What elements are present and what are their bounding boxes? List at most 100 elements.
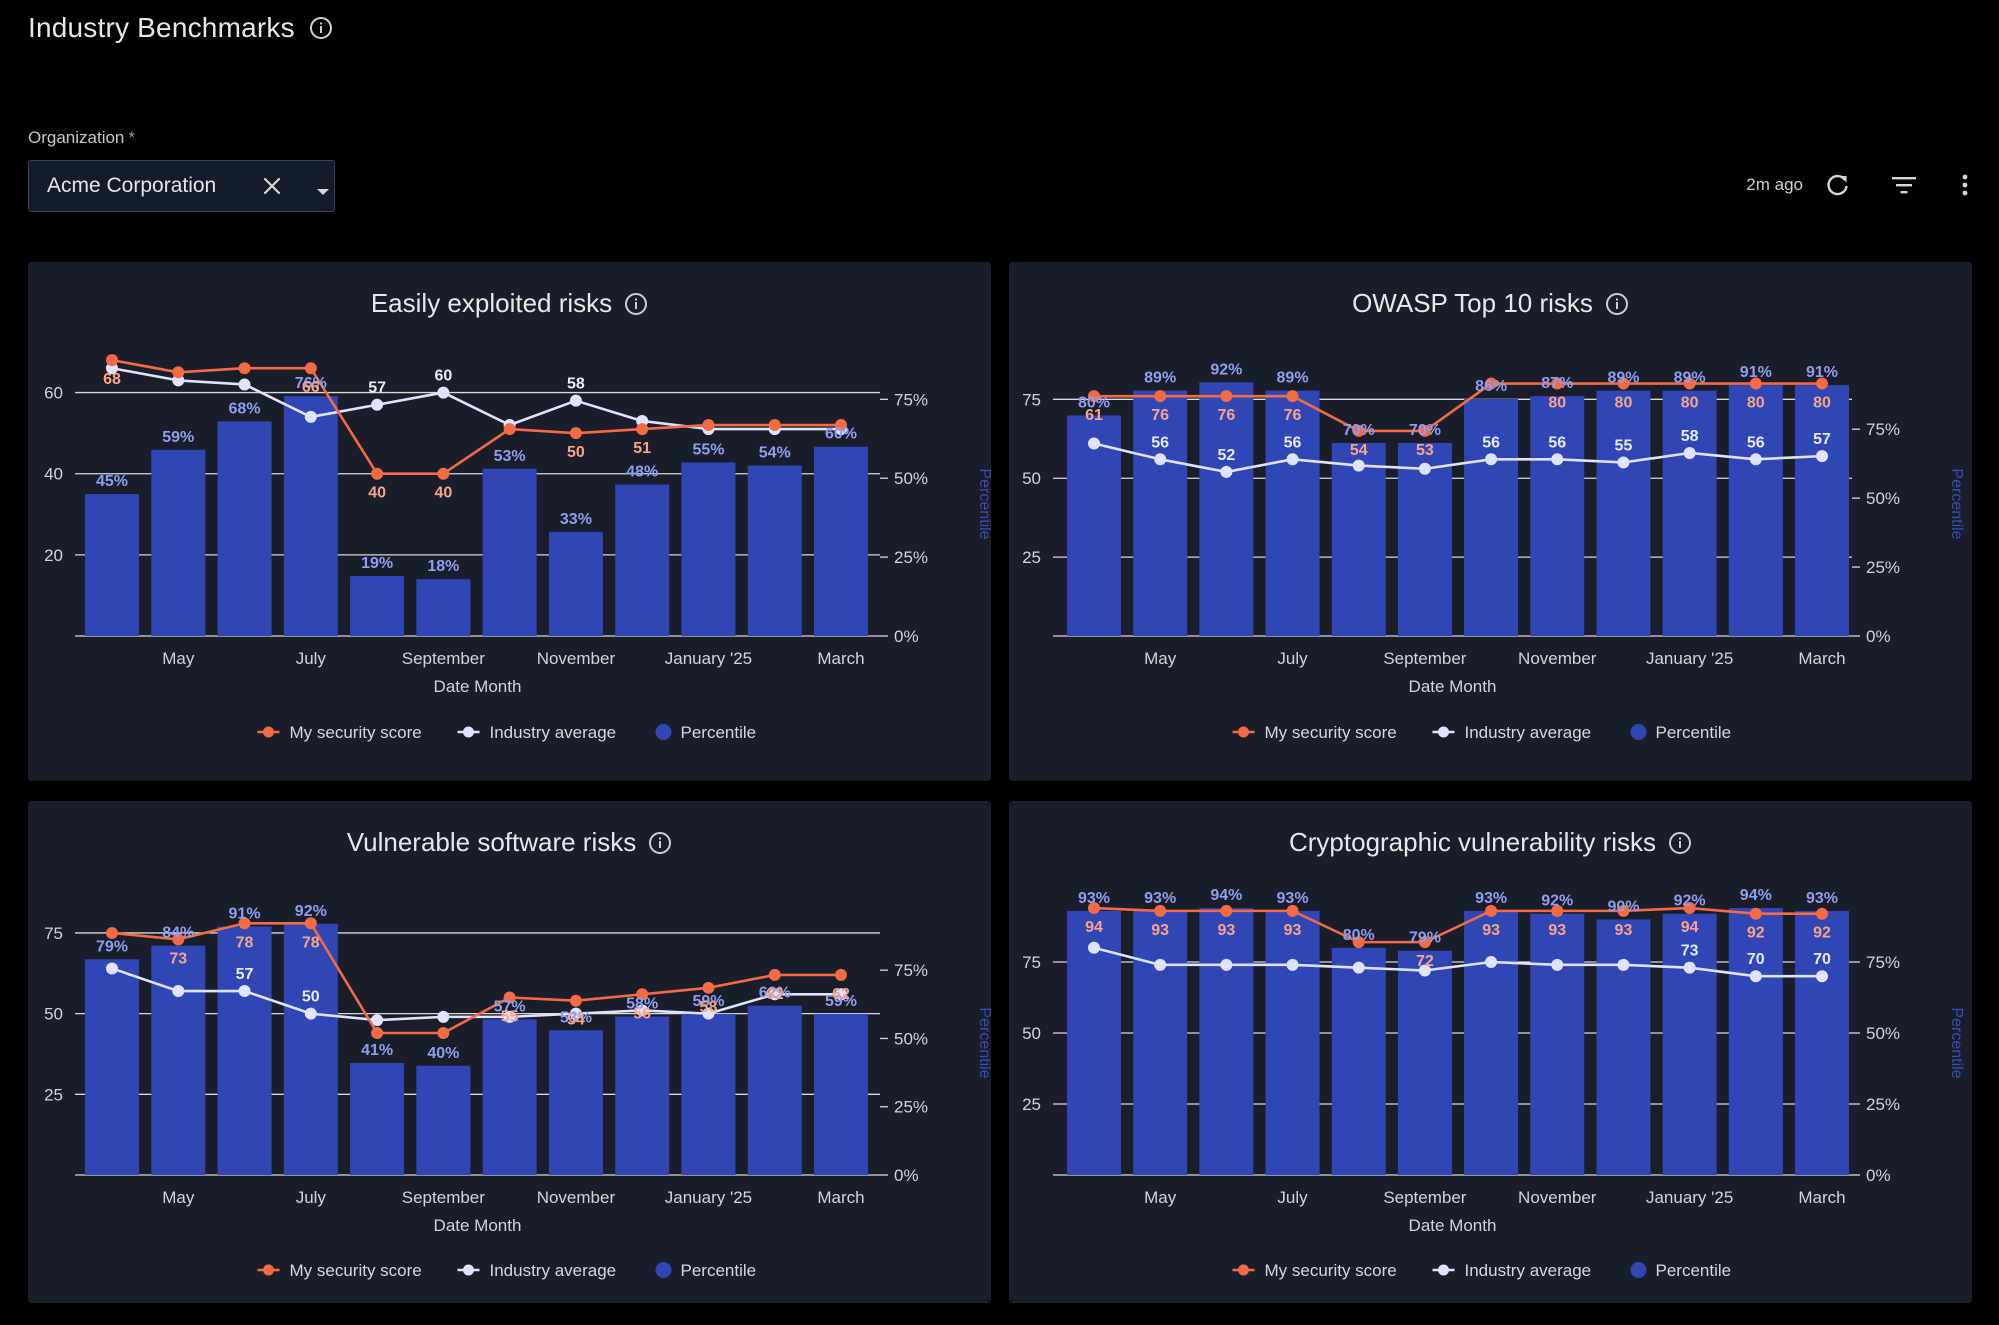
combo-chart: 25 50 75 0% 25% 50% 75% Percentile May July Septem…	[44, 903, 991, 1280]
percentile-bar	[681, 1013, 736, 1175]
security-score-point	[636, 423, 649, 436]
combo-chart: 20 40 60 0% 25% 50% 75% Percentile May July Septem…	[44, 354, 991, 742]
percentile-bar	[1199, 908, 1254, 1175]
industry-average-data-label: 57	[1813, 431, 1831, 448]
percentile-data-label: 45%	[96, 473, 128, 490]
security-score-data-label: 93	[1284, 922, 1302, 939]
percentile-data-label: 93%	[1144, 890, 1176, 907]
info-icon[interactable]	[1668, 831, 1692, 855]
security-score-data-label: 80	[1813, 395, 1831, 412]
industry-average-point	[636, 1004, 649, 1017]
legend-point-swatch	[263, 1264, 274, 1276]
industry-average-point	[1816, 450, 1828, 463]
industry-average-point	[437, 386, 450, 399]
industry-average-line	[1093, 442, 1823, 474]
x-axis-tick-label: May	[162, 1188, 195, 1207]
security-score-line	[111, 358, 841, 476]
industry-average-point	[569, 1007, 582, 1020]
industry-average-point	[1485, 956, 1498, 968]
chart-panel-vulnerable-software: Vulnerable software risks 25 50 75 0% 25% 50%…	[28, 801, 991, 1303]
legend-label: Industry average	[1465, 1261, 1592, 1280]
industry-average-point	[1088, 941, 1100, 954]
x-axis-tick-label: March	[817, 1188, 864, 1207]
industry-average-data-label: 58	[567, 376, 585, 393]
panel-title-row: Vulnerable software risks	[28, 827, 991, 858]
percentile-data-label: 92%	[1541, 893, 1573, 910]
percentile-data-label: 92%	[295, 903, 327, 920]
dropdown-caret-icon[interactable]	[315, 180, 331, 204]
left-axis-tick-label: 50	[44, 1005, 63, 1024]
filter-icon[interactable]	[1891, 175, 1917, 195]
right-axis-title: Percentile	[1948, 468, 1965, 539]
industry-average-point	[437, 1010, 450, 1023]
industry-average-point	[1418, 964, 1431, 977]
clear-icon[interactable]	[261, 175, 283, 203]
security-score-line	[1093, 906, 1822, 944]
last-updated-text: 2m ago	[1746, 175, 1803, 194]
info-icon[interactable]	[309, 16, 333, 40]
percentile-data-label: 93%	[1277, 890, 1309, 907]
x-axis-tick-label: September	[402, 1188, 485, 1207]
security-score-point	[106, 926, 118, 939]
percentile-bar	[1662, 913, 1717, 1175]
x-axis-title: Date Month	[434, 677, 522, 696]
x-axis-tick-label: January '25	[1646, 649, 1733, 668]
percentile-data-label: 76%	[295, 375, 327, 392]
percentile-bar	[1728, 385, 1783, 636]
industry-average-data-label: 56	[1747, 434, 1765, 451]
more-options-icon[interactable]	[1961, 173, 1969, 197]
right-axis-tick-label: 0%	[894, 1166, 919, 1185]
percentile-data-label: 55%	[692, 441, 724, 458]
security-score-point	[569, 427, 582, 440]
industry-average-point	[569, 394, 582, 407]
percentile-bar	[615, 1016, 670, 1175]
x-axis-tick-label: May	[162, 649, 195, 668]
info-icon[interactable]	[1605, 292, 1629, 316]
percentile-data-label: 92%	[1674, 893, 1706, 910]
organization-label: Organization *	[28, 128, 135, 148]
x-axis-tick-label: July	[1277, 649, 1308, 668]
security-score-data-label: 92	[1813, 925, 1831, 942]
percentile-bar	[217, 421, 272, 636]
percentile-data-label: 59%	[162, 429, 194, 446]
x-axis-tick-label: January '25	[665, 1188, 752, 1207]
percentile-data-label: 90%	[1607, 898, 1639, 915]
security-score-point	[1220, 904, 1233, 917]
security-score-point	[768, 968, 781, 981]
legend-label: Percentile	[681, 723, 757, 742]
security-score-data-label: 94	[1681, 919, 1699, 936]
left-axis-tick-label: 75	[44, 924, 63, 943]
x-axis-tick-label: November	[537, 649, 616, 668]
info-icon[interactable]	[648, 831, 672, 855]
organization-select[interactable]: Acme Corporation	[28, 160, 335, 212]
security-score-data-label: 56	[633, 1005, 651, 1022]
security-score-point	[1683, 377, 1696, 390]
percentile-bar	[283, 396, 338, 636]
industry-average-point	[238, 985, 251, 998]
right-axis-tick-label: 50%	[1866, 489, 1900, 508]
legend-bar-swatch	[655, 1262, 672, 1278]
percentile-data-label: 91%	[1806, 364, 1838, 381]
right-axis-tick-label: 75%	[1866, 953, 1900, 972]
percentile-bar	[1530, 396, 1585, 636]
industry-average-data-label: 56	[1482, 434, 1500, 451]
percentile-bar	[1795, 910, 1849, 1175]
percentile-data-label: 54%	[759, 445, 791, 462]
info-icon[interactable]	[624, 292, 648, 316]
security-score-point	[106, 354, 118, 367]
industry-average-data-label: 57	[236, 966, 254, 983]
x-axis-tick-label: September	[1383, 1188, 1466, 1207]
legend-label: My security score	[290, 1261, 422, 1280]
security-score-data-label: 93	[1217, 922, 1235, 939]
panel-title: Vulnerable software risks	[346, 827, 637, 857]
industry-average-line	[1093, 946, 1822, 978]
industry-average-line	[111, 967, 841, 1022]
industry-average-point	[1418, 462, 1431, 475]
x-axis-tick-label: May	[1144, 1188, 1177, 1207]
refresh-icon[interactable]	[1825, 172, 1851, 198]
percentile-bar	[1596, 919, 1651, 1175]
chart-panel-easily-exploited: Easily exploited risks 20 40 60 0% 25% 50% 75%…	[28, 262, 991, 781]
security-score-data-label: 62	[832, 986, 850, 1003]
legend-label: Percentile	[1656, 723, 1732, 742]
right-axis-tick-label: 25%	[1866, 558, 1900, 577]
